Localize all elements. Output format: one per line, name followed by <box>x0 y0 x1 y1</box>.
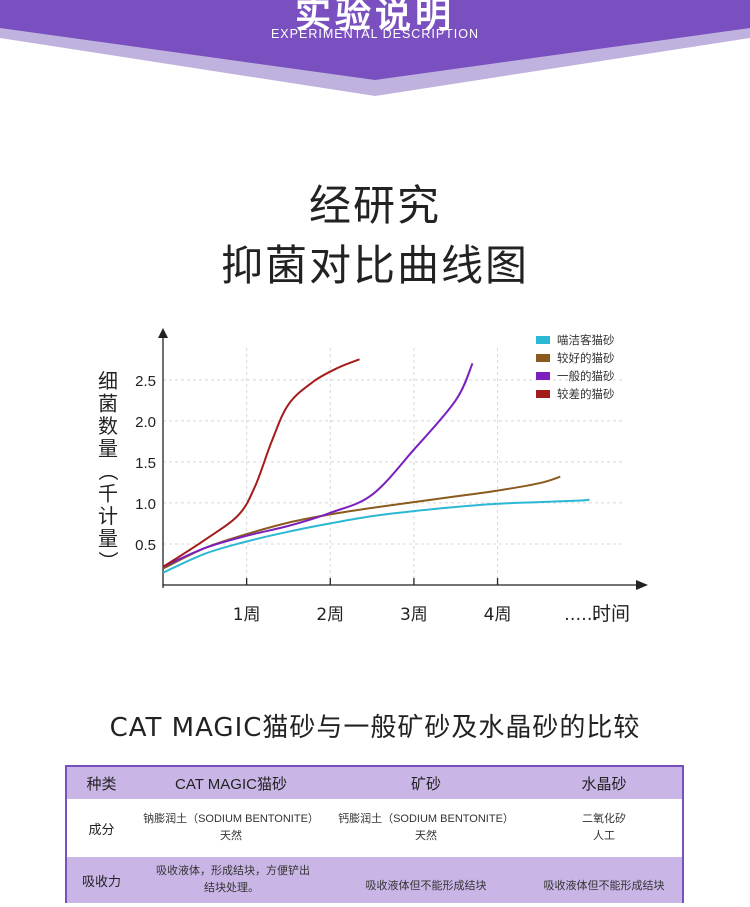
table-cell: 吸收液体但不能形成结块 <box>326 857 526 903</box>
chart-ticks: 0.5 1.0 1.5 2.0 2.5 1周 2周 3周 4周 …… <box>135 373 598 625</box>
y-axis-label-char: 量 <box>98 437 118 461</box>
x-axis-arrow <box>636 580 648 590</box>
legend-label: 喵洁客猫砂 <box>557 333 615 347</box>
cell-text: 吸收液体但不能形成结块 <box>543 879 665 892</box>
comparison-table: 种类 CAT MAGIC猫砂 矿砂 水晶砂 成分 钠膨润土（SODIUM BEN… <box>65 765 684 903</box>
series-line <box>162 475 561 570</box>
legend-label: 一般的猫砂 <box>557 369 615 383</box>
table-cell: 钠膨润土（SODIUM BENTONITE） 天然 <box>136 799 326 857</box>
table-row: 吸收力 吸收液体，形成结块，方便铲出 结块处理。 吸收液体但不能形成结块 吸收液… <box>66 857 683 903</box>
y-tick-label: 1.0 <box>135 496 156 513</box>
row-label: 吸收力 <box>66 857 136 903</box>
x-tick-label: 3周 <box>400 605 428 625</box>
column-header: CAT MAGIC猫砂 <box>136 766 326 799</box>
heading-line-2: 抑菌对比曲线图 <box>220 241 529 290</box>
y-axis-label-char: 千 <box>98 482 118 506</box>
heading-line-1: 经研究 <box>308 181 441 230</box>
legend-label: 较差的猫砂 <box>557 387 615 401</box>
y-tick-label: 2.5 <box>135 373 156 390</box>
y-tick-label: 2.0 <box>135 414 156 431</box>
legend-swatch <box>536 354 550 362</box>
x-axis-label: 时间 <box>592 603 630 625</box>
y-axis-label-char: （ <box>96 461 120 481</box>
y-axis-label-char: 量 <box>98 527 118 551</box>
cell-text: 钠膨润土（SODIUM BENTONITE） <box>143 813 319 825</box>
series-line <box>162 362 474 568</box>
cell-text: 二氧化矽 <box>582 813 626 825</box>
cell-text: 人工 <box>593 830 615 842</box>
cell-text: 天然 <box>220 830 242 842</box>
y-axis-arrow <box>158 328 168 338</box>
table-header-row: 种类 CAT MAGIC猫砂 矿砂 水晶砂 <box>66 766 683 799</box>
y-tick-label: 0.5 <box>135 537 156 554</box>
cell-text: 钙膨润土（SODIUM BENTONITE） <box>338 813 514 825</box>
table-cell: 吸收液体但不能形成结块 <box>526 857 683 903</box>
legend-swatch <box>536 372 550 380</box>
chart-axes <box>158 328 648 590</box>
cell-text: 吸收液体，形成结块，方便铲出 <box>156 865 310 877</box>
x-tick-label: 4周 <box>484 605 512 625</box>
chart-grid <box>163 347 623 585</box>
y-axis-label-char: 计 <box>98 504 118 528</box>
comparison-title: CAT MAGIC猫砂与一般矿砂及水晶砂的比较 <box>109 713 641 743</box>
cell-text: 天然 <box>415 830 437 842</box>
row-label: 成分 <box>66 799 136 857</box>
y-axis-label-char: 菌 <box>98 392 118 416</box>
table-row: 成分 钠膨润土（SODIUM BENTONITE） 天然 钙膨润土（SODIUM… <box>66 799 683 857</box>
banner-subtitle: EXPERIMENTAL DESCRIPTION <box>270 27 480 41</box>
table-cell: 二氧化矽 人工 <box>526 799 683 857</box>
column-header: 水晶砂 <box>526 766 683 799</box>
table-cell: 吸收液体，形成结块，方便铲出 结块处理。 <box>136 857 326 903</box>
y-axis-label-char: ） <box>96 551 120 571</box>
x-tick-label: 1周 <box>233 605 261 625</box>
x-tick-label: 2周 <box>316 605 344 625</box>
y-axis-label-char: 数 <box>98 414 118 438</box>
legend-swatch <box>536 336 550 344</box>
cell-text: 结块处理。 <box>204 882 259 894</box>
series-line <box>162 498 590 574</box>
banner-title: 实验说明 <box>294 0 455 36</box>
series-line <box>162 358 360 568</box>
legend-label: 较好的猫砂 <box>557 351 615 365</box>
cell-text: 吸收液体但不能形成结块 <box>365 879 487 892</box>
banner-shape <box>0 0 750 96</box>
y-tick-label: 1.5 <box>135 455 156 472</box>
x-tick-label: …… <box>564 605 598 625</box>
column-header: 矿砂 <box>326 766 526 799</box>
chart-series <box>162 358 590 574</box>
table-cell: 钙膨润土（SODIUM BENTONITE） 天然 <box>326 799 526 857</box>
legend-swatch <box>536 390 550 398</box>
column-header: 种类 <box>66 766 136 799</box>
header-banner: 实验说明 EXPERIMENTAL DESCRIPTION <box>0 0 750 115</box>
y-axis-label-char: 细 <box>98 369 118 393</box>
